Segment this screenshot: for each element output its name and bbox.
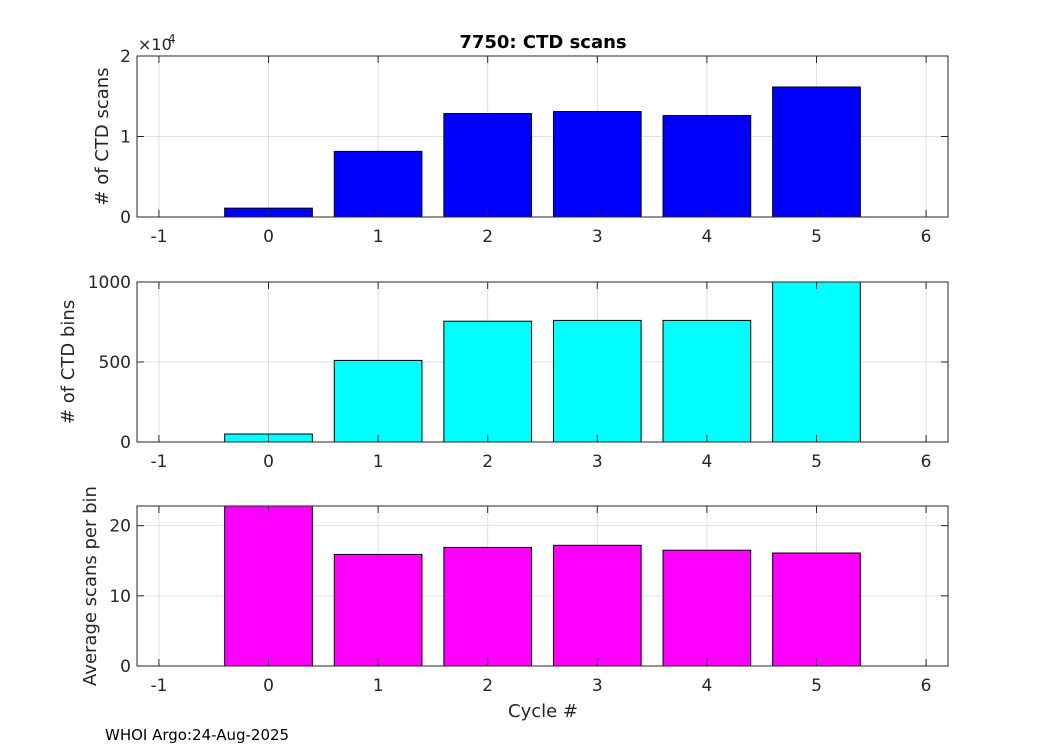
bar-cycle-5 — [772, 86, 861, 218]
bar-cycle-5 — [772, 281, 861, 443]
x-tick-label: 2 — [482, 676, 493, 696]
bar-cycle-4 — [662, 319, 752, 443]
x-axis-label: Cycle # — [508, 701, 578, 722]
x-tick-label: 0 — [263, 227, 274, 247]
footer-credit: WHOI Argo:24-Aug-2025 — [105, 726, 290, 744]
y-tick-label: 2 — [120, 47, 131, 67]
axes-box — [136, 505, 949, 667]
bar-cycle-4 — [662, 115, 752, 218]
y-axis-label: Average scans per bin — [80, 486, 101, 686]
x-tick-label: 5 — [811, 227, 822, 247]
y-tick-label: 1 — [120, 128, 131, 148]
bar-cycle-1 — [333, 150, 423, 218]
x-tick-label: 5 — [811, 676, 822, 696]
bar-cycle-4 — [662, 549, 752, 667]
x-tick-label: 2 — [482, 227, 493, 247]
y-axis-label: # of CTD scans — [92, 67, 113, 205]
x-tick-label: -1 — [150, 452, 167, 472]
bar-cycle-2 — [443, 320, 533, 443]
y-tick-label: 500 — [99, 353, 131, 373]
y-axis-label: # of CTD bins — [58, 300, 79, 424]
bar-cycle-2 — [443, 546, 533, 667]
x-tick-label: 6 — [921, 676, 932, 696]
y-tick-label: 1000 — [88, 273, 131, 293]
x-tick-label: 1 — [373, 227, 384, 247]
y-tick-label: 10 — [109, 587, 131, 607]
bar-cycle-2 — [443, 113, 533, 218]
y-multiplier-label: ×10 — [138, 35, 172, 54]
x-tick-label: 6 — [921, 227, 932, 247]
y-multiplier-exponent: 4 — [168, 32, 176, 46]
bar-cycle-0 — [224, 505, 313, 667]
x-tick-label: 3 — [592, 452, 603, 472]
bar-cycle-3 — [552, 319, 642, 443]
x-tick-label: 4 — [701, 452, 712, 472]
bar-cycle-3 — [552, 544, 642, 667]
x-tick-label: 3 — [592, 227, 603, 247]
x-tick-label: 5 — [811, 452, 822, 472]
x-tick-label: 4 — [701, 227, 712, 247]
y-tick-label: 20 — [109, 517, 131, 537]
x-tick-label: 2 — [482, 452, 493, 472]
y-tick-label: 0 — [120, 433, 131, 453]
bar-cycle-1 — [333, 359, 423, 443]
x-tick-label: 0 — [263, 676, 274, 696]
x-tick-label: 4 — [701, 676, 712, 696]
x-tick-label: 1 — [373, 676, 384, 696]
bar-cycle-3 — [552, 111, 642, 218]
figure-title: 7750: CTD scans — [459, 32, 626, 53]
bar-cycle-1 — [333, 553, 423, 667]
y-tick-label: 0 — [120, 208, 131, 228]
x-tick-label: 1 — [373, 452, 384, 472]
x-tick-label: -1 — [150, 676, 167, 696]
x-tick-label: 6 — [921, 452, 932, 472]
y-tick-label: 0 — [120, 657, 131, 677]
subplot-2: -1 0 1 2 3 4 5 6 0 500 1000 # of CTD bins — [58, 273, 949, 472]
bar-cycle-5 — [772, 552, 861, 667]
x-tick-label: 0 — [263, 452, 274, 472]
x-tick-label: 3 — [592, 676, 603, 696]
x-tick-label: -1 — [150, 227, 167, 247]
subplot-3: -1 0 1 2 3 4 5 6 0 10 20 Average scans per bin — [80, 486, 949, 696]
